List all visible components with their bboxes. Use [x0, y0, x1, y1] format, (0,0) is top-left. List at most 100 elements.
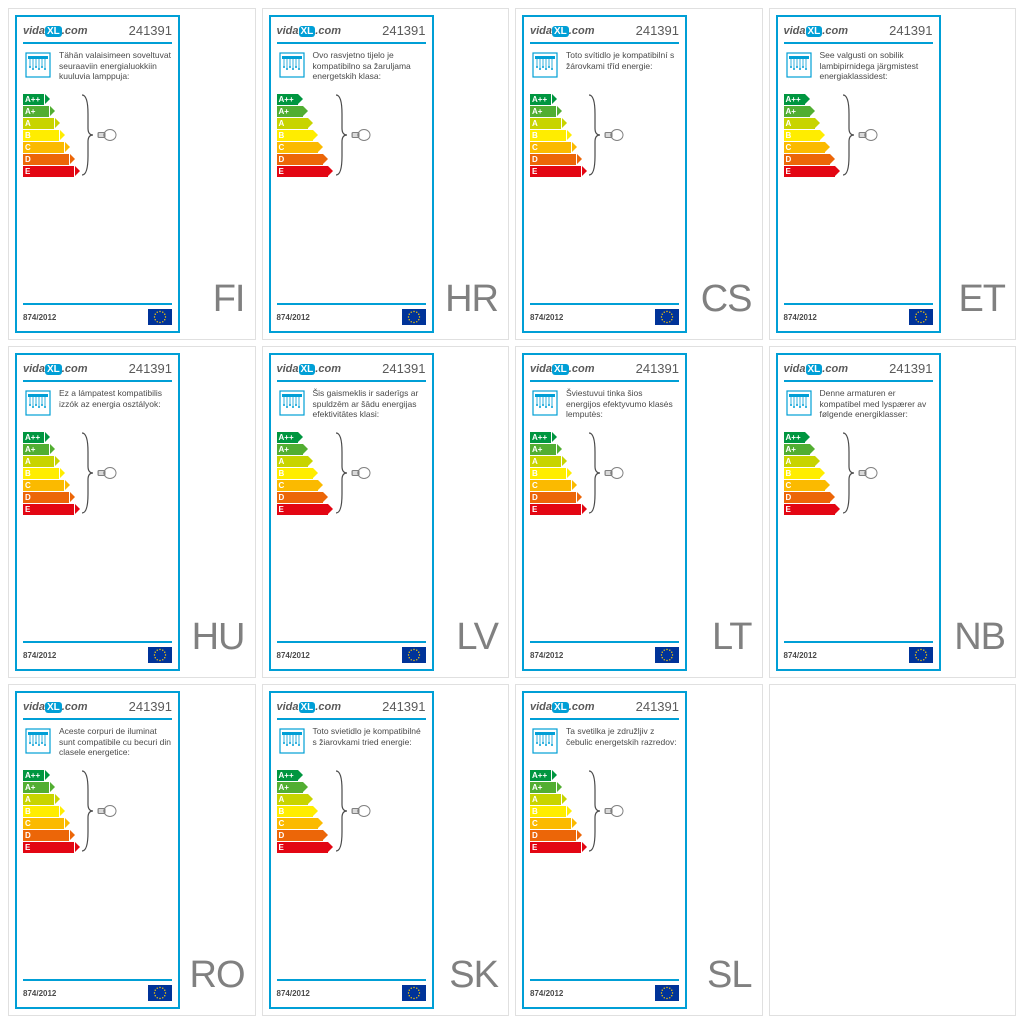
energy-class-row: A+	[277, 443, 328, 455]
energy-class-row: B	[530, 467, 581, 479]
energy-class-label: A+	[532, 445, 542, 454]
footer-row: 874/2012	[277, 979, 426, 1001]
product-id: 241391	[129, 361, 172, 376]
product-id: 241391	[129, 23, 172, 38]
footer-row: 874/2012	[277, 641, 426, 663]
energy-classes: A++ A+ A B C D	[277, 93, 426, 177]
eu-flag-icon	[148, 985, 172, 1001]
energy-class-row: E	[784, 165, 835, 177]
bulb-icon	[603, 804, 625, 818]
energy-class-row: B	[23, 467, 74, 479]
footer-row: 874/2012	[23, 303, 172, 325]
energy-class-label: A++	[786, 433, 801, 442]
product-id: 241391	[636, 361, 679, 376]
eu-flag-icon	[909, 647, 933, 663]
energy-class-label: E	[25, 167, 30, 176]
energy-class-label: A	[25, 795, 31, 804]
energy-class-label: C	[532, 481, 538, 490]
energy-class-label: A	[25, 119, 31, 128]
energy-class-row: B	[277, 805, 328, 817]
energy-class-row: D	[277, 491, 328, 503]
header-row: vidaXL.com 241391	[784, 23, 933, 44]
product-id: 241391	[129, 699, 172, 714]
energy-class-label: D	[25, 493, 31, 502]
energy-class-label: D	[532, 831, 538, 840]
energy-class-row: A	[23, 455, 74, 467]
brand-logo: vidaXL.com	[784, 363, 848, 375]
energy-label-card: vidaXL.com 241391 Šis gaismeklis ir sade…	[269, 353, 434, 671]
bulb-icon	[350, 466, 372, 480]
energy-class-label: B	[279, 469, 285, 478]
energy-class-label: A++	[25, 433, 40, 442]
energy-class-label: A+	[786, 107, 796, 116]
regulation-text: 874/2012	[277, 989, 310, 998]
label-cell: vidaXL.com 241391 Ez a lámpatest kompati…	[8, 346, 256, 678]
description-text: Šviestuvui tinka šios energijos efektyvu…	[566, 388, 679, 423]
bulb-icon	[603, 128, 625, 142]
energy-class-row: A+	[277, 105, 328, 117]
header-row: vidaXL.com 241391	[530, 23, 679, 44]
energy-class-row: A	[530, 455, 581, 467]
energy-class-label: A	[25, 457, 31, 466]
energy-class-row: B	[530, 129, 581, 141]
brand-logo: vidaXL.com	[277, 25, 341, 37]
label-cell: vidaXL.com 241391 Toto svítidlo je kompa…	[515, 8, 763, 340]
energy-classes: A++ A+ A B C D	[277, 769, 426, 853]
energy-class-label: B	[25, 131, 31, 140]
energy-class-label: E	[25, 505, 30, 514]
energy-class-row: C	[277, 817, 328, 829]
energy-class-row: C	[530, 141, 581, 153]
regulation-text: 874/2012	[23, 989, 56, 998]
energy-classes: A++ A+ A B C D	[784, 93, 933, 177]
energy-class-row: A++	[530, 769, 581, 781]
description-row: Aceste corpuri de iluminat sunt compatib…	[23, 726, 172, 761]
eu-flag-icon	[909, 309, 933, 325]
brand-logo: vidaXL.com	[23, 701, 87, 713]
energy-classes: A++ A+ A B C D	[277, 431, 426, 515]
energy-class-row: D	[23, 153, 74, 165]
description-row: Toto svietidlo je kompatibilné s žiarovk…	[277, 726, 426, 761]
bracket-icon	[80, 431, 94, 515]
footer-row: 874/2012	[530, 979, 679, 1001]
energy-class-row: D	[530, 829, 581, 841]
energy-class-label: C	[786, 481, 792, 490]
energy-class-label: D	[532, 493, 538, 502]
energy-class-label: B	[532, 469, 538, 478]
description-text: See valgusti on sobilik lambipirnidega j…	[820, 50, 933, 85]
energy-class-row: A	[530, 793, 581, 805]
energy-class-label: B	[786, 469, 792, 478]
energy-class-label: A+	[279, 107, 289, 116]
regulation-text: 874/2012	[277, 313, 310, 322]
energy-class-label: B	[532, 131, 538, 140]
energy-class-row: D	[23, 491, 74, 503]
energy-class-label: E	[786, 505, 791, 514]
energy-class-label: C	[279, 143, 285, 152]
bulb-icon	[96, 128, 118, 142]
energy-class-row: B	[23, 129, 74, 141]
description-text: Šis gaismeklis ir saderīgs ar spuldzēm a…	[313, 388, 426, 423]
energy-class-row: C	[23, 141, 74, 153]
energy-class-label: A++	[279, 95, 294, 104]
energy-class-label: E	[279, 167, 284, 176]
energy-class-row: B	[23, 805, 74, 817]
product-id: 241391	[889, 361, 932, 376]
empty-cell	[769, 684, 1017, 1016]
energy-class-label: B	[25, 807, 31, 816]
bracket-icon	[587, 93, 601, 177]
energy-class-row: B	[784, 467, 835, 479]
energy-class-label: A++	[786, 95, 801, 104]
energy-class-row: D	[784, 491, 835, 503]
label-cell: vidaXL.com 241391 Ovo rasvjetno tijelo j…	[262, 8, 510, 340]
brand-logo: vidaXL.com	[784, 25, 848, 37]
energy-class-row: C	[784, 479, 835, 491]
energy-class-row: A++	[23, 769, 74, 781]
energy-class-row: E	[530, 165, 581, 177]
language-code: FI	[213, 278, 245, 321]
energy-classes: A++ A+ A B C D	[530, 93, 679, 177]
description-text: Ta svetilka je združljiv z čebulic energ…	[566, 726, 679, 761]
footer-row: 874/2012	[784, 303, 933, 325]
language-code: HU	[192, 616, 245, 659]
bulb-icon	[603, 466, 625, 480]
eu-flag-icon	[148, 309, 172, 325]
energy-class-row: A	[23, 117, 74, 129]
